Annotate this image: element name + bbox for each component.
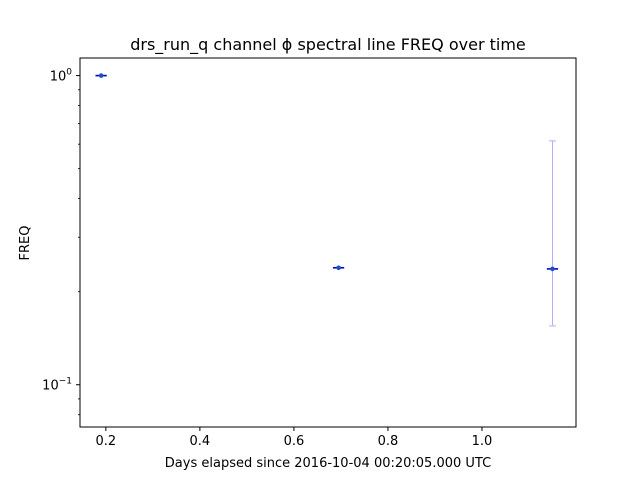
x-axis-label: Days elapsed since 2016-10-04 00:20:05.0… xyxy=(165,456,491,471)
y-tick-label: 10−1 xyxy=(42,377,72,394)
data-point xyxy=(336,265,341,271)
x-axis: 0.2 0.4 0.6 0.8 1.0 xyxy=(96,427,493,449)
plot-frame xyxy=(79,57,577,428)
x-tick-label: 0.4 xyxy=(190,434,211,449)
chart-title: drs_run_q channel ϕ spectral line FREQ o… xyxy=(130,35,526,55)
x-tick-label: 0.6 xyxy=(284,434,305,449)
data-point xyxy=(550,266,555,272)
y-axis-label: FREQ xyxy=(18,226,33,261)
x-tick-label: 1.0 xyxy=(472,434,493,449)
y-tick-label: 100 xyxy=(50,68,73,85)
data-point xyxy=(98,73,104,78)
data-series xyxy=(95,73,559,327)
plot-area xyxy=(79,57,577,428)
x-tick-label: 0.2 xyxy=(96,434,117,449)
y-axis: 100 10−1 xyxy=(42,68,80,416)
x-tick-label: 0.8 xyxy=(378,434,399,449)
